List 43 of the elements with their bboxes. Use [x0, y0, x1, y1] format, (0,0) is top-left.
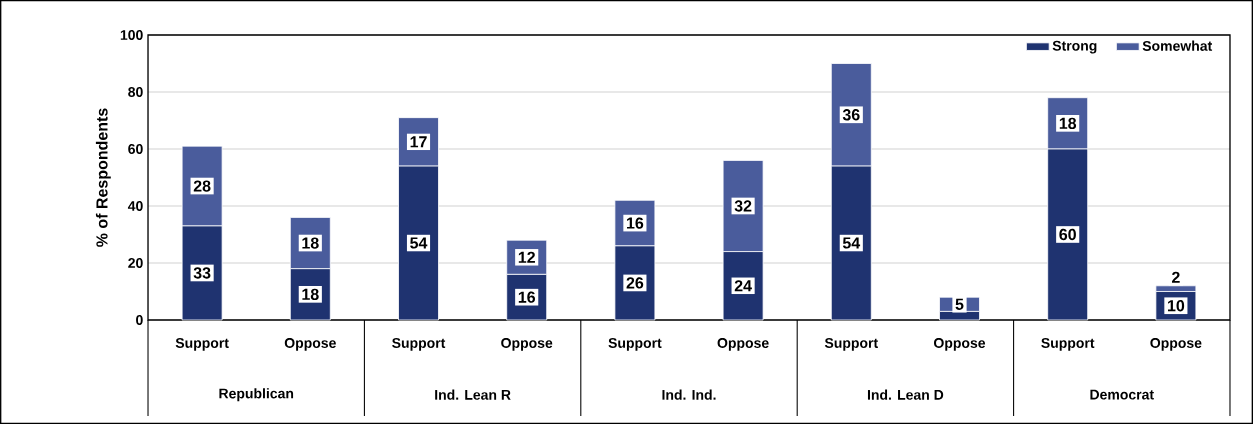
x-tick-label: Support: [1041, 338, 1095, 351]
x-tick-label: Oppose: [501, 338, 553, 351]
text: Republican: [219, 388, 294, 402]
x-tick-label: Support: [608, 338, 662, 351]
data-label: 18: [1059, 117, 1077, 129]
text: Democrat: [1090, 389, 1154, 400]
data-label: 10: [1167, 300, 1185, 312]
data-label: 16: [627, 217, 644, 229]
data-label: 17: [410, 136, 427, 148]
text: Ind. Lean D: [867, 389, 944, 400]
x-tick-label: Support: [392, 338, 446, 351]
y-axis-title: % of Respondents: [95, 108, 111, 247]
text: Ind. Ind.: [662, 389, 716, 400]
data-label: 16: [518, 291, 536, 303]
y-tick-label: 60: [128, 144, 143, 154]
data-label: 18: [302, 237, 319, 249]
y-tick-label: 100: [120, 30, 143, 40]
data-label: 54: [842, 237, 861, 249]
legend-label: Strong: [1052, 40, 1097, 54]
data-label: 33: [193, 267, 211, 279]
data-label: 60: [1059, 228, 1076, 241]
data-label: 32: [734, 200, 752, 212]
y-tick-label: 20: [128, 258, 143, 268]
data-label: 12: [518, 251, 535, 263]
x-tick-label: Support: [175, 338, 229, 351]
data-label: 24: [734, 280, 752, 292]
y-tick-label: 0: [136, 315, 143, 325]
data-label: 54: [410, 237, 428, 249]
data-label: 5: [955, 298, 964, 310]
x-tick-label: Oppose: [717, 338, 769, 351]
data-label: 2: [1172, 271, 1180, 283]
data-label: 28: [193, 180, 211, 192]
x-tick-label: Oppose: [1150, 338, 1202, 351]
data-label: 36: [842, 109, 860, 121]
text: Ind. Lean R: [435, 389, 511, 400]
x-tick-label: Oppose: [284, 338, 336, 351]
legend-label: Somewhat: [1142, 40, 1213, 51]
x-tick-label: Support: [824, 338, 878, 351]
data-label: 26: [626, 277, 644, 289]
x-tick-label: Oppose: [934, 338, 986, 351]
data-label: 18: [302, 288, 319, 300]
y-tick-label: 80: [128, 87, 143, 97]
y-tick-label: 40: [127, 201, 143, 211]
